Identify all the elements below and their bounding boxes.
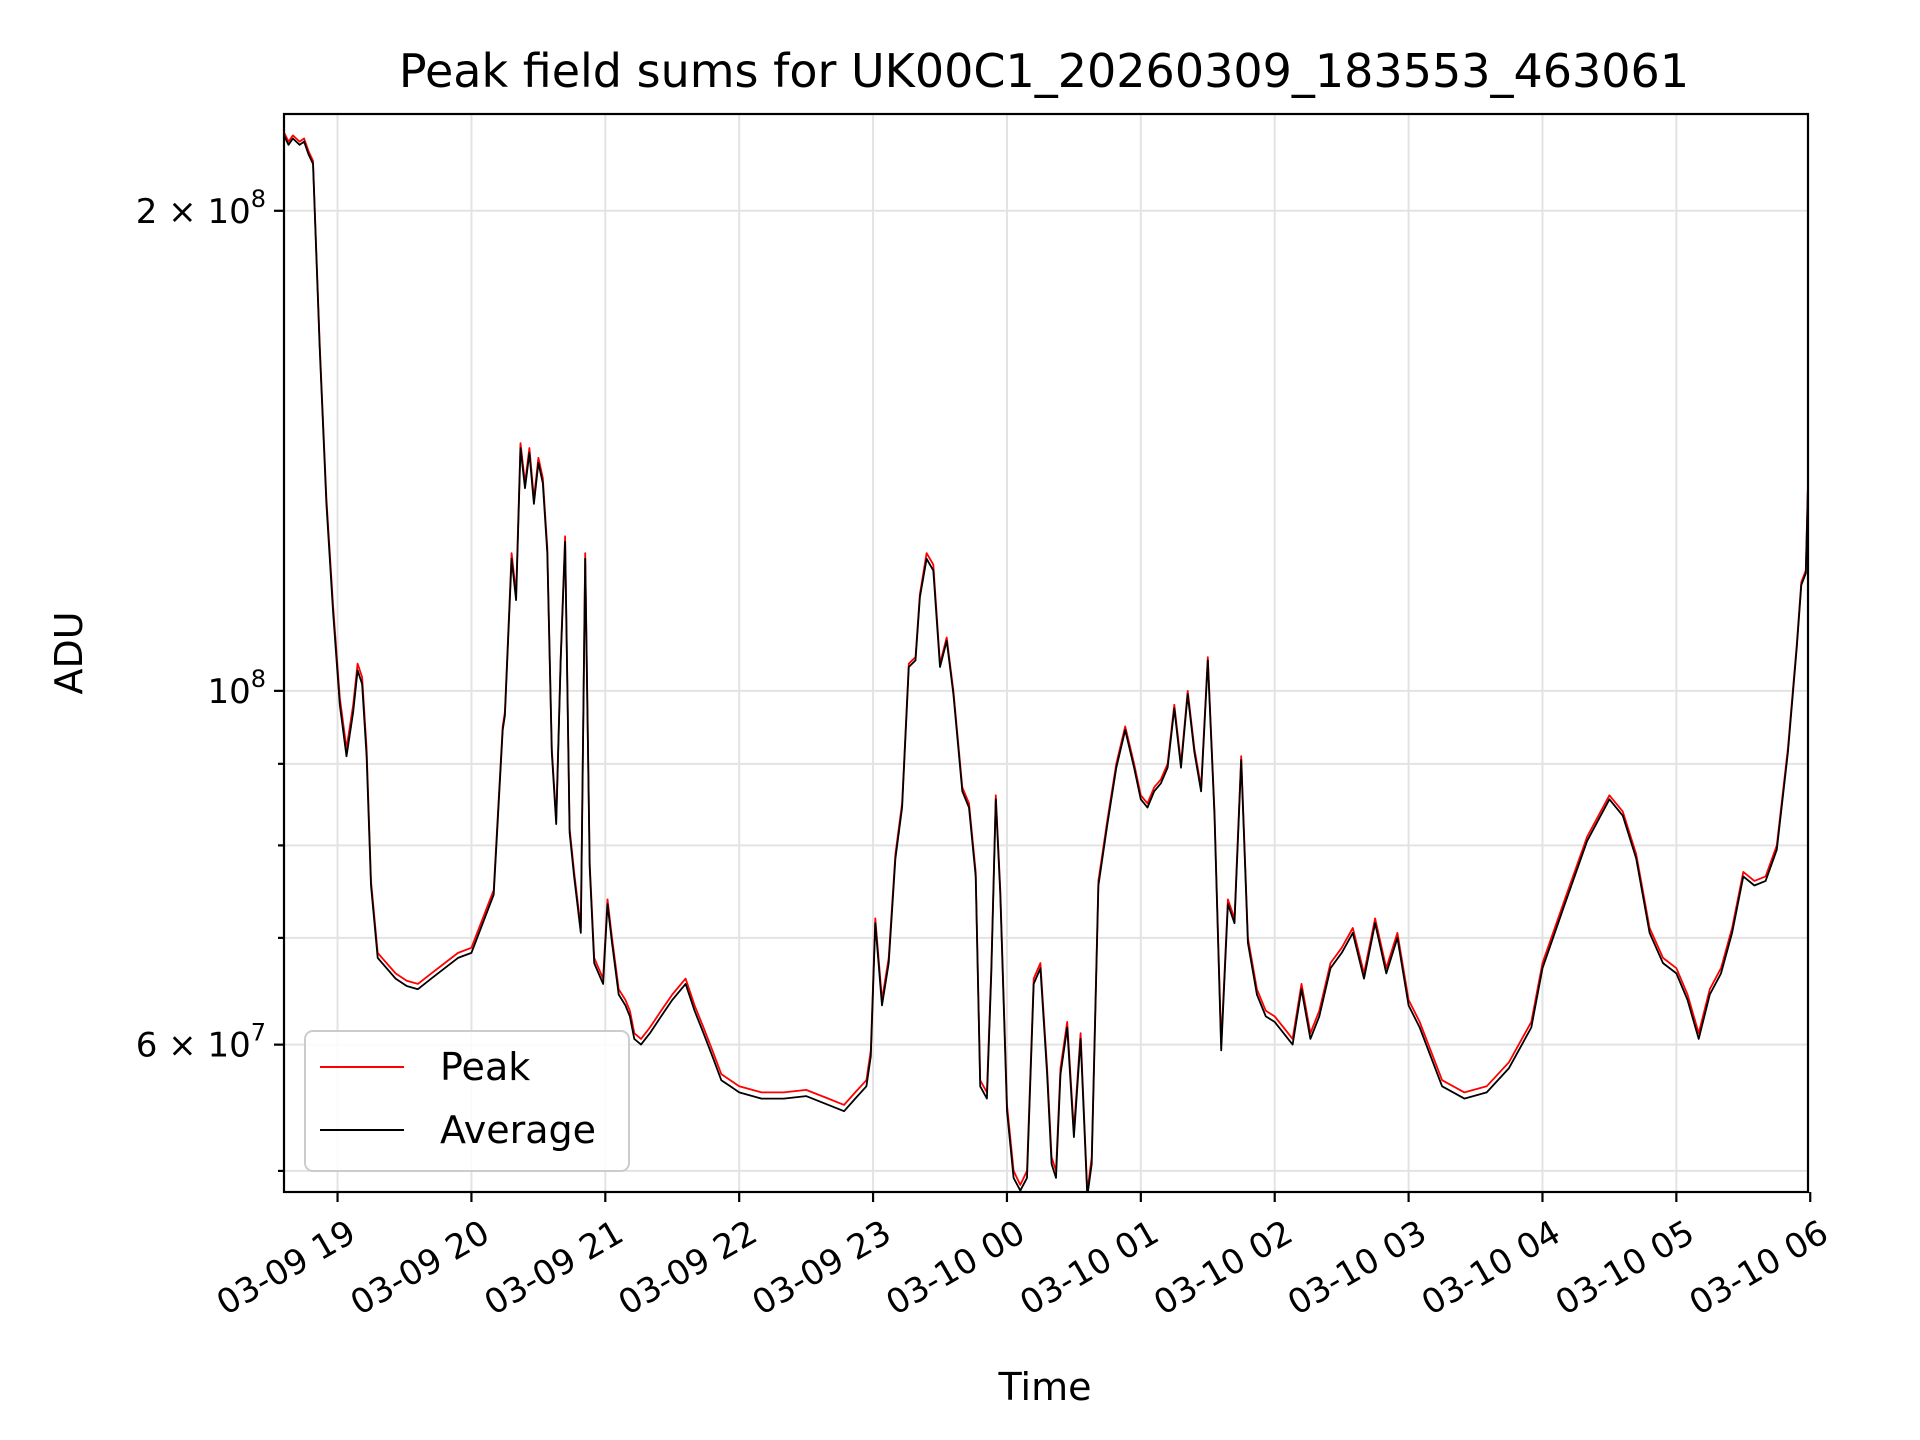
series-line-average	[284, 135, 1808, 1192]
x-tick-label: 03-09 22	[612, 1213, 764, 1324]
x-tick-label: 03-10 04	[1415, 1213, 1567, 1324]
chart-title: Peak field sums for UK00C1_20260309_1835…	[399, 44, 1689, 98]
y-tick-label: 108	[207, 665, 266, 712]
x-tick-label: 03-10 01	[1013, 1213, 1165, 1324]
y-tick-exponent: 7	[251, 1019, 266, 1047]
legend: Peak Average	[304, 1030, 630, 1172]
y-tick-label: 2 × 108	[136, 185, 266, 232]
legend-label-peak: Peak	[440, 1045, 530, 1089]
y-axis-label: ADU	[47, 611, 91, 694]
x-tick-label: 03-09 19	[210, 1213, 362, 1324]
y-tick-label: 6 × 107	[136, 1019, 266, 1066]
x-tick-label: 03-09 21	[478, 1213, 630, 1324]
x-axis-label: Time	[998, 1365, 1092, 1409]
plot-frame	[282, 112, 1810, 1194]
legend-label-average: Average	[440, 1108, 596, 1152]
y-tick-exponent: 8	[251, 665, 266, 693]
x-tick-label: 03-09 23	[746, 1213, 898, 1324]
x-tick-label: 03-10 02	[1147, 1213, 1299, 1324]
y-tick-exponent: 8	[251, 185, 266, 213]
y-axis: 6 × 107 108 2 × 108	[136, 185, 284, 1173]
x-tick-label: 03-09 20	[344, 1213, 496, 1324]
x-tick-label: 03-10 05	[1549, 1213, 1701, 1324]
x-tick-label: 03-10 06	[1683, 1213, 1835, 1324]
x-tick-label: 03-10 00	[879, 1213, 1031, 1324]
plot-layer	[284, 131, 1808, 1192]
x-tick-label: 03-10 03	[1281, 1213, 1433, 1324]
